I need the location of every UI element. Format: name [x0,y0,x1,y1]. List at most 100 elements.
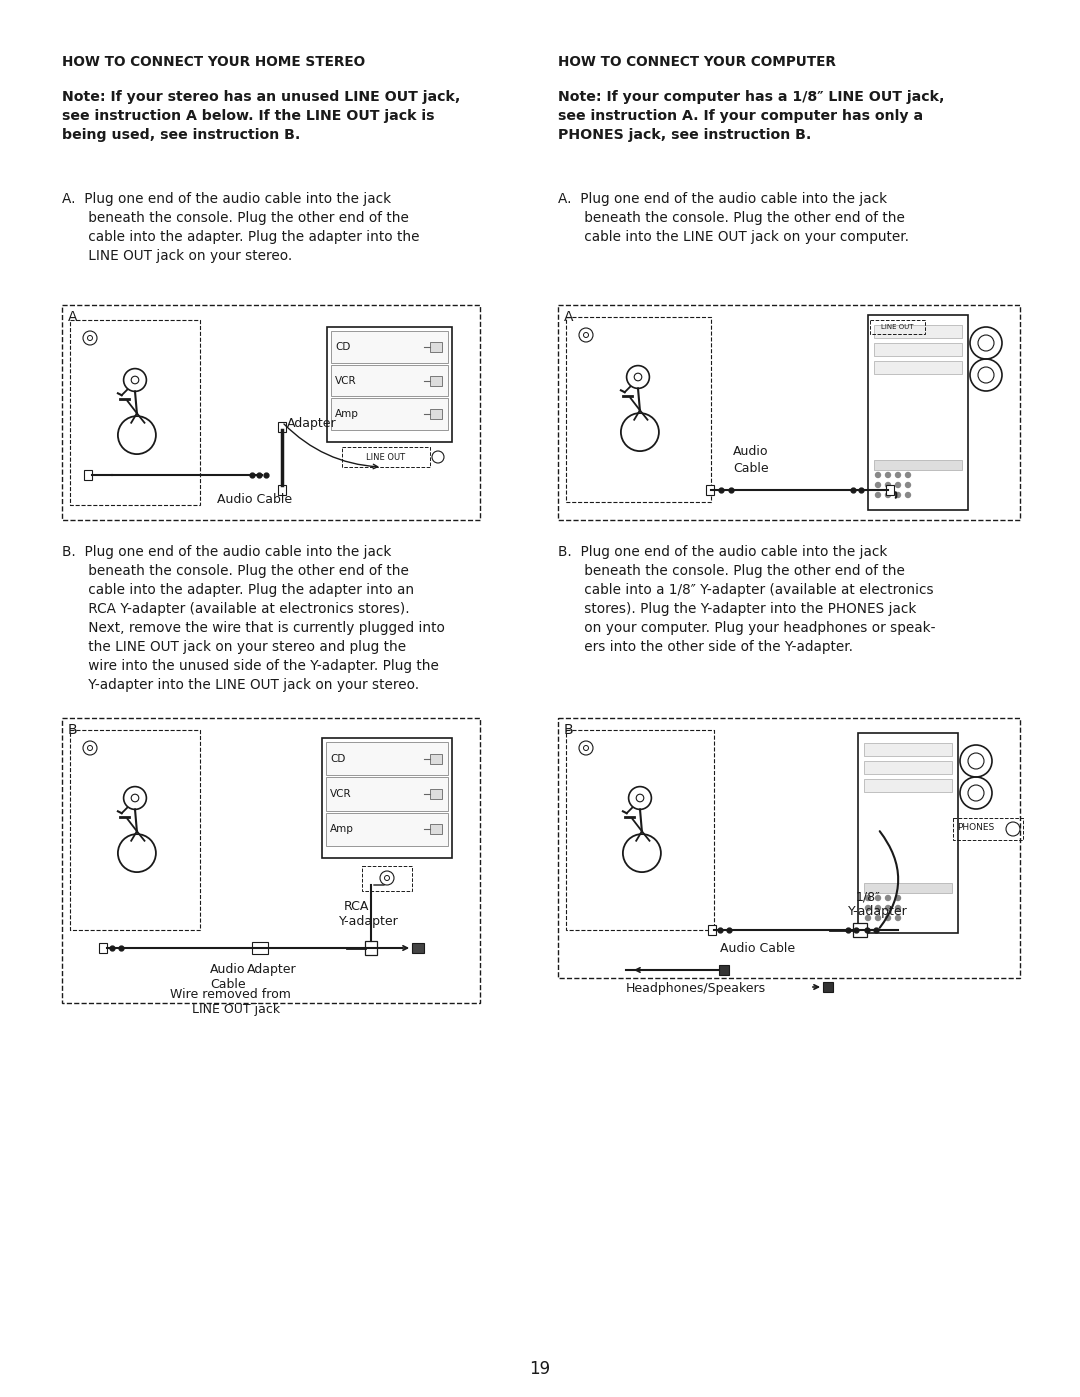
Bar [326,813,448,847]
Text: Adapter: Adapter [247,963,297,977]
Bar [99,943,107,953]
Text: B.  Plug one end of the audio cable into the jack
      beneath the console. Plu: B. Plug one end of the audio cable into … [558,545,935,654]
Bar [864,780,951,792]
Circle shape [895,472,901,478]
Bar [823,982,833,992]
Bar [362,866,411,891]
Circle shape [886,905,891,911]
Bar [70,731,200,930]
Bar [62,718,480,1003]
Bar [84,469,92,481]
Text: Adapter: Adapter [287,416,337,430]
Bar [278,422,286,432]
Circle shape [876,472,880,478]
Circle shape [886,915,891,921]
Text: Note: If your computer has a 1/8″ LINE OUT jack,
see instruction A. If your comp: Note: If your computer has a 1/8″ LINE O… [558,89,945,142]
Bar [868,314,968,510]
Circle shape [905,472,910,478]
Bar [874,360,962,374]
Text: A.  Plug one end of the audio cable into the jack
      beneath the console. Plu: A. Plug one end of the audio cable into … [558,191,909,244]
Bar [62,305,480,520]
Bar [953,819,1023,840]
Bar [558,305,1020,520]
Text: RCA: RCA [345,900,369,914]
Bar [278,485,286,495]
Bar [327,327,453,441]
Bar [430,376,442,386]
Text: LINE OUT jack: LINE OUT jack [192,1003,280,1016]
Text: B.  Plug one end of the audio cable into the jack
      beneath the console. Plu: B. Plug one end of the audio cable into … [62,545,445,692]
Text: A: A [564,310,573,324]
Bar [874,326,962,338]
Circle shape [876,482,880,488]
Circle shape [876,915,880,921]
Text: B: B [68,724,78,738]
Bar [864,743,951,756]
Bar [719,965,729,975]
Text: Headphones/Speakers: Headphones/Speakers [626,982,766,995]
Bar [365,942,377,956]
Text: HOW TO CONNECT YOUR HOME STEREO: HOW TO CONNECT YOUR HOME STEREO [62,54,365,68]
Bar [566,317,711,502]
Text: HOW TO CONNECT YOUR COMPUTER: HOW TO CONNECT YOUR COMPUTER [558,54,836,68]
Text: Note: If your stereo has an unused LINE OUT jack,
see instruction A below. If th: Note: If your stereo has an unused LINE … [62,89,460,142]
Circle shape [895,482,901,488]
Bar [870,320,924,334]
Circle shape [865,895,870,901]
Bar [558,718,1020,978]
Bar [70,320,200,504]
Circle shape [905,482,910,488]
Text: Amp: Amp [330,824,354,834]
Bar [330,398,448,430]
Text: Cable: Cable [210,978,245,990]
Bar [858,733,958,933]
Text: CD: CD [335,342,350,352]
Circle shape [886,482,891,488]
Bar [864,761,951,774]
Bar [411,943,424,953]
Text: B: B [564,724,573,738]
Circle shape [886,493,891,497]
Circle shape [886,895,891,901]
Text: Amp: Amp [335,409,359,419]
Bar [342,447,430,467]
Bar [886,485,894,495]
Bar [864,883,951,893]
Bar [322,738,453,858]
Circle shape [865,905,870,911]
Bar [252,942,268,954]
Bar [430,753,442,764]
Circle shape [876,895,880,901]
Bar [330,331,448,363]
Bar [430,789,442,799]
Bar [326,777,448,810]
Text: VCR: VCR [335,376,356,386]
Circle shape [886,472,891,478]
Text: 1/8″: 1/8″ [856,890,881,902]
Circle shape [876,905,880,911]
Circle shape [895,905,901,911]
Bar [326,742,448,775]
Text: A: A [68,310,78,324]
Text: VCR: VCR [330,789,352,799]
Text: Audio Cable: Audio Cable [720,942,795,956]
Text: Audio Cable: Audio Cable [217,493,292,506]
Text: Audio: Audio [210,963,245,977]
Bar [853,923,867,937]
Circle shape [905,493,910,497]
Circle shape [895,915,901,921]
Bar [430,409,442,419]
Bar [330,365,448,397]
Circle shape [895,895,901,901]
Text: CD: CD [330,753,346,764]
Text: Cable: Cable [733,462,769,475]
Circle shape [895,493,901,497]
Bar [566,731,714,930]
Text: Y-adapter: Y-adapter [848,905,908,918]
Text: A.  Plug one end of the audio cable into the jack
      beneath the console. Plu: A. Plug one end of the audio cable into … [62,191,419,263]
Text: PHONES: PHONES [957,823,995,833]
Bar [874,460,962,469]
Circle shape [865,915,870,921]
Text: LINE OUT: LINE OUT [881,324,914,330]
Bar [430,342,442,352]
